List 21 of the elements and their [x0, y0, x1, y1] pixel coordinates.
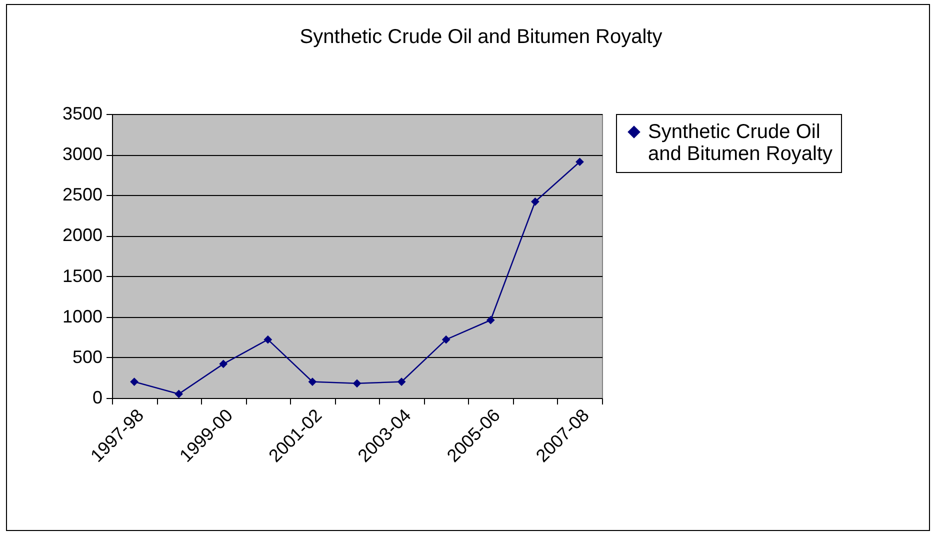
point — [486, 316, 495, 324]
point — [397, 378, 406, 386]
point — [130, 378, 138, 386]
y-tick-label: 1000 — [62, 306, 102, 326]
point — [442, 335, 450, 344]
point — [352, 379, 362, 388]
y-tick-label: 0 — [92, 388, 102, 408]
y-tick-label: 500 — [72, 346, 102, 367]
y-tick-label: 3500 — [62, 104, 102, 124]
legend-label: Synthetic Crude Oil and Bitumen Royalty — [648, 121, 833, 165]
point — [264, 335, 272, 344]
chart-title: Synthetic Crude Oil and Bitumen Royalty — [300, 26, 662, 48]
y-tick-label: 2000 — [62, 225, 102, 246]
point — [174, 390, 183, 398]
y-tick-label: 2500 — [62, 184, 102, 205]
point — [531, 197, 540, 206]
point — [576, 158, 584, 166]
y-tick-label: 1500 — [62, 266, 102, 286]
y-tick-label: 3000 — [62, 144, 102, 164]
point — [308, 378, 317, 386]
point — [219, 360, 228, 368]
